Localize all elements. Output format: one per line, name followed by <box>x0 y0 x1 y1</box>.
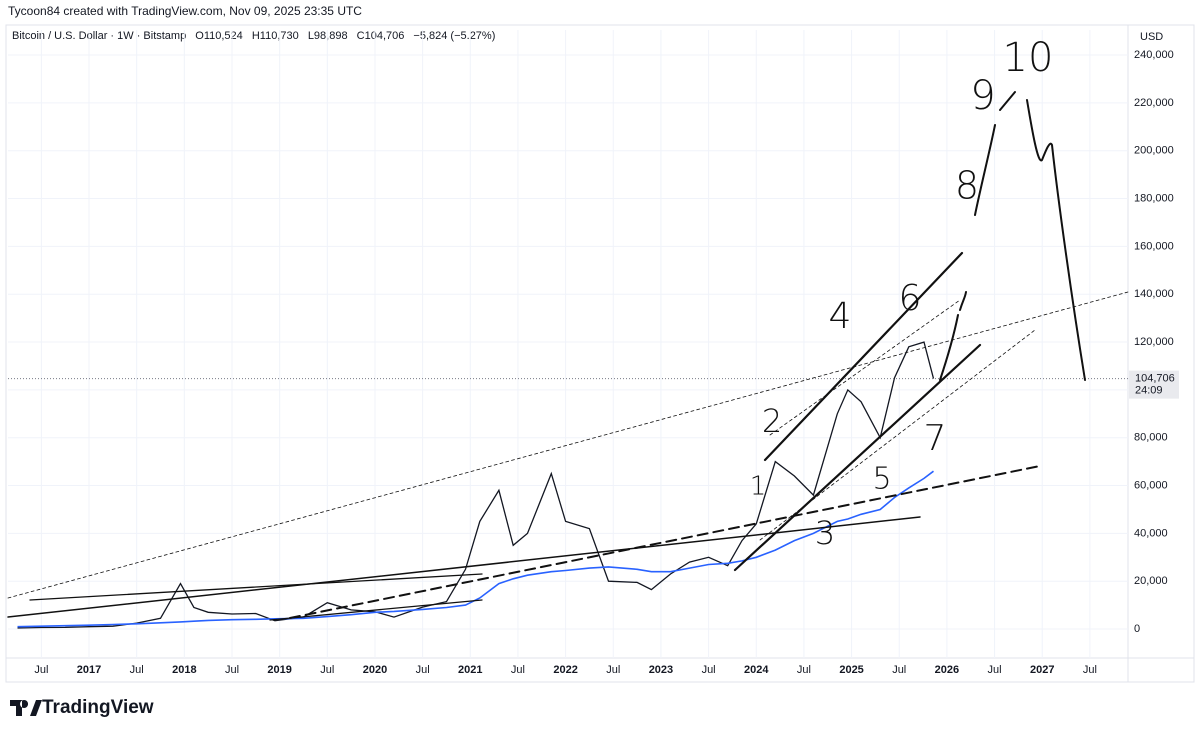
price-line <box>17 470 934 628</box>
wave-label: 6 <box>899 278 922 319</box>
y-tick-label: 200,000 <box>1134 145 1174 157</box>
y-tick-label: 60,000 <box>1134 479 1168 491</box>
currency: USD <box>1140 31 1163 43</box>
x-tick-label: Jul <box>320 664 334 676</box>
y-tick-label: 220,000 <box>1134 97 1174 109</box>
y-tick-label: 240,000 <box>1134 49 1174 61</box>
x-tick-label: 2023 <box>649 664 673 676</box>
x-tick-label: 2017 <box>77 664 101 676</box>
wave-label: 9 <box>970 73 995 119</box>
dotted-channel <box>769 299 961 436</box>
x-tick-label: Jul <box>34 664 48 676</box>
dotted-channel <box>759 329 1036 541</box>
channel-lower <box>733 343 982 572</box>
x-tick-label: 2018 <box>172 664 196 676</box>
countdown: 24:09 <box>1135 385 1163 397</box>
wave-label: 7 <box>924 418 947 459</box>
projection-path <box>939 91 1086 381</box>
x-tick-label: Jul <box>225 664 239 676</box>
trendline <box>269 599 483 621</box>
x-tick-label: Jul <box>892 664 906 676</box>
y-tick-label: 140,000 <box>1134 288 1174 300</box>
y-tick-label: 120,000 <box>1134 336 1174 348</box>
wave-label: 8 <box>955 164 979 208</box>
x-tick-label: 2026 <box>935 664 959 676</box>
dashed-trendline <box>289 465 1041 619</box>
logo <box>10 700 42 716</box>
x-tick-label: Jul <box>988 664 1002 676</box>
x-tick-label: Jul <box>797 664 811 676</box>
y-tick-label: 80,000 <box>1134 432 1168 444</box>
x-tick-label: 2025 <box>839 664 863 676</box>
wave-label: 1 <box>750 472 767 502</box>
close: C104,706 <box>357 30 405 42</box>
y-tick-label: 180,000 <box>1134 192 1174 204</box>
high: H110,730 <box>252 30 299 42</box>
last-price-label: 104,706 <box>1135 373 1175 385</box>
y-tick-label: 40,000 <box>1134 527 1168 539</box>
chart-frame <box>5 24 1195 683</box>
trendline <box>29 573 483 601</box>
credit: Tycoon84 created with TradingView.com, N… <box>8 4 362 18</box>
wave-label: 3 <box>815 514 835 552</box>
wave-label: 5 <box>872 462 891 497</box>
wave-label: 2 <box>762 402 782 440</box>
x-tick-label: Jul <box>511 664 525 676</box>
trendline <box>7 516 921 618</box>
x-tick-label: 2024 <box>744 664 769 676</box>
open: O110,524 <box>195 30 243 42</box>
wave-label: 4 <box>829 296 852 337</box>
change: −5,824 (−5.27%) <box>413 30 495 42</box>
legend: Bitcoin / U.S. Dollar · 1W · Bitstamp O1… <box>12 30 495 42</box>
x-tick-label: 2021 <box>458 664 482 676</box>
x-tick-label: Jul <box>702 664 716 676</box>
x-tick-label: 2020 <box>363 664 387 676</box>
channel-upper <box>763 251 964 462</box>
y-tick-label: 0 <box>1134 623 1140 635</box>
y-tick-label: 160,000 <box>1134 240 1174 252</box>
symbol: Bitcoin / U.S. Dollar · 1W · Bitstamp <box>12 30 186 42</box>
price-line <box>17 341 935 629</box>
y-tick-label: 20,000 <box>1134 575 1168 587</box>
x-tick-label: Jul <box>606 664 620 676</box>
drawings <box>7 91 1129 621</box>
plot <box>8 30 1128 658</box>
wave-label: 10 <box>1003 35 1054 81</box>
x-tick-label: Jul <box>130 664 144 676</box>
brand: TradingView <box>42 697 154 718</box>
footer: TradingView <box>10 697 154 718</box>
x-tick-label: Jul <box>1083 664 1097 676</box>
x-tick-label: 2019 <box>267 664 291 676</box>
x-tick-label: Jul <box>416 664 430 676</box>
x-tick-label: 2022 <box>553 664 577 676</box>
dotted-trendline <box>7 291 1129 599</box>
last-price-box <box>1129 370 1179 399</box>
x-tick-label: 2027 <box>1030 664 1054 676</box>
